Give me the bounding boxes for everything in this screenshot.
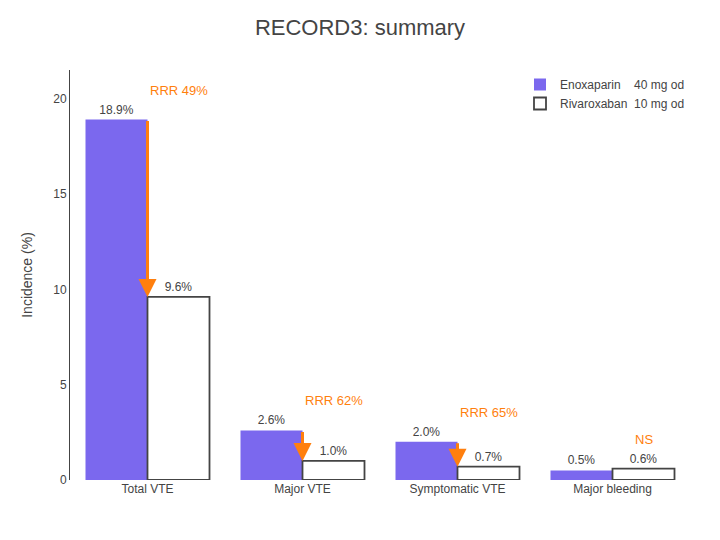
- svg-text:18.9%: 18.9%: [99, 103, 133, 117]
- svg-text:0.5%: 0.5%: [568, 453, 596, 467]
- svg-text:1.0%: 1.0%: [320, 444, 348, 458]
- svg-text:10: 10: [53, 283, 67, 297]
- svg-text:15: 15: [53, 187, 67, 201]
- svg-text:RRR 65%: RRR 65%: [460, 405, 518, 420]
- svg-text:9.6%: 9.6%: [165, 280, 193, 294]
- svg-text:RRR 62%: RRR 62%: [305, 393, 363, 408]
- svg-text:NS: NS: [635, 432, 653, 447]
- svg-text:2.0%: 2.0%: [413, 425, 441, 439]
- svg-text:Total VTE: Total VTE: [121, 482, 173, 496]
- svg-text:Enoxaparin 40 mg od: Enoxaparin 40 mg od: [560, 78, 684, 92]
- svg-text:RRR 49%: RRR 49%: [150, 83, 208, 98]
- svg-text:Major bleeding: Major bleeding: [573, 482, 652, 496]
- svg-text:Major VTE: Major VTE: [274, 482, 331, 496]
- svg-text:RECORD3: summary: RECORD3: summary: [255, 15, 465, 40]
- svg-text:0: 0: [60, 473, 67, 487]
- svg-text:0.6%: 0.6%: [630, 452, 658, 466]
- svg-text:2.6%: 2.6%: [258, 413, 286, 427]
- svg-text:Rivaroxaban 10 mg od: Rivaroxaban 10 mg od: [560, 97, 684, 111]
- svg-text:5: 5: [60, 378, 67, 392]
- svg-text:20: 20: [53, 92, 67, 106]
- svg-text:Incidence (%): Incidence (%): [19, 232, 35, 318]
- svg-text:Symptomatic VTE: Symptomatic VTE: [409, 482, 505, 496]
- svg-text:0.7%: 0.7%: [475, 450, 503, 464]
